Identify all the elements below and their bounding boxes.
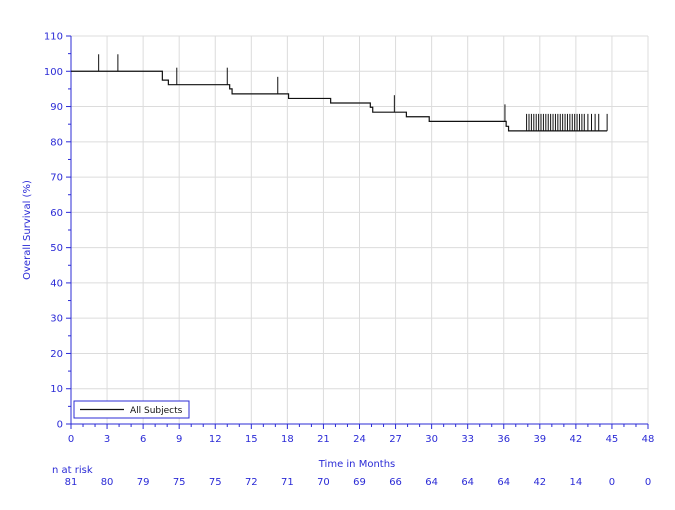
x-tick-label: 27	[389, 434, 402, 445]
x-tick-label: 18	[281, 434, 294, 445]
curve-layer	[71, 54, 608, 132]
risk-count: 71	[281, 477, 294, 488]
survival-curve-all-subjects	[71, 70, 608, 132]
risk-table: 81 80 79 75 75 72 71 70 69 66 64 64 64 42 14 0 0	[65, 477, 652, 488]
risk-count: 81	[65, 477, 78, 488]
risk-count: 66	[389, 477, 402, 488]
y-tick-label: 0	[57, 420, 63, 431]
risk-count: 14	[570, 477, 583, 488]
y-tick-label: 10	[50, 384, 63, 395]
risk-count: 75	[209, 477, 222, 488]
x-tick-label: 36	[497, 434, 510, 445]
x-tick-label: 33	[461, 434, 474, 445]
legend-label-all-subjects: All Subjects	[130, 406, 183, 416]
risk-count: 0	[645, 477, 651, 488]
risk-count: 64	[461, 477, 474, 488]
x-tick-label: 24	[353, 434, 366, 445]
x-tick-label: 15	[245, 434, 258, 445]
x-tick-label: 21	[317, 434, 330, 445]
risk-count: 70	[317, 477, 330, 488]
legend: All Subjects	[73, 400, 190, 419]
y-tick-label: 20	[50, 349, 63, 360]
risk-count: 42	[533, 477, 546, 488]
x-tick-label: 6	[140, 434, 146, 445]
x-tick-label: 3	[104, 434, 110, 445]
y-tick-label: 60	[50, 208, 63, 219]
y-tick-label: 110	[44, 32, 63, 43]
y-tick-label: 30	[50, 314, 63, 325]
risk-count: 64	[497, 477, 510, 488]
x-tick-label: 45	[606, 434, 619, 445]
x-tick-label: 12	[209, 434, 222, 445]
y-tick-label: 70	[50, 173, 63, 184]
y-tick-label: 40	[50, 278, 63, 289]
risk-count: 64	[425, 477, 438, 488]
risk-count: 79	[137, 477, 150, 488]
x-tick-label: 42	[570, 434, 583, 445]
grid-layer	[71, 35, 649, 424]
y-tick-label: 90	[50, 102, 63, 113]
risk-count: 0	[609, 477, 615, 488]
y-axis-title: Overall Survival (%)	[22, 180, 33, 280]
y-tick-label: 100	[44, 67, 63, 78]
risk-count: 69	[353, 477, 366, 488]
risk-count: 72	[245, 477, 258, 488]
x-tick-label: 48	[642, 434, 655, 445]
risk-table-label: n at risk	[52, 465, 93, 476]
legend-box	[73, 400, 190, 419]
y-tick-label: 50	[50, 243, 63, 254]
y-tick-label: 80	[50, 137, 63, 148]
x-tick-label: 9	[176, 434, 182, 445]
x-tick-label: 39	[533, 434, 546, 445]
x-axis-title: Time in Months	[318, 459, 396, 470]
x-tick-label: 30	[425, 434, 438, 445]
x-tick-label: 0	[68, 434, 74, 445]
risk-count: 80	[101, 477, 114, 488]
risk-count: 75	[173, 477, 186, 488]
